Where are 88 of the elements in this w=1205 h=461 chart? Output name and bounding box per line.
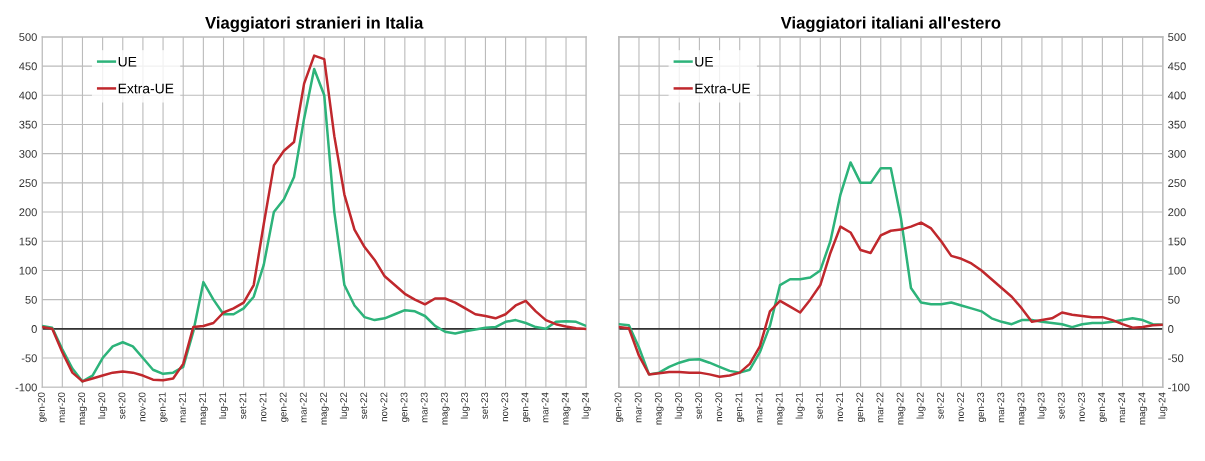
x-tick-label: nov-23 xyxy=(501,392,509,422)
x-tick-label: set-23 xyxy=(481,392,489,419)
y-tick-label: 200 xyxy=(19,208,37,217)
chart-title: Viaggiatori stranieri in Italia xyxy=(205,16,424,33)
y-tick-label: -50 xyxy=(21,354,37,363)
y-tick-label: 400 xyxy=(19,91,37,100)
x-tick-label: mar-22 xyxy=(299,392,307,423)
x-tick-label: set-23 xyxy=(1057,392,1065,419)
x-tick-label: gen-20 xyxy=(614,392,624,422)
x-tick-label: lug-24 xyxy=(1158,392,1168,419)
x-tick-label: set-21 xyxy=(816,392,823,419)
x-tick-label: set-21 xyxy=(239,392,247,419)
y-tick-label: 0 xyxy=(31,325,37,333)
y2-tick-label: 450 xyxy=(1167,62,1186,71)
x-tick-label: gen-21 xyxy=(158,392,168,422)
legend-label: Extra-UE xyxy=(118,83,174,94)
legend-label: Extra-UE xyxy=(695,83,751,94)
x-tick-label: nov-20 xyxy=(715,392,723,422)
y2-tick-label: -100 xyxy=(1168,383,1190,392)
x-tick-label: nov-21 xyxy=(836,392,844,422)
x-tick-label: mag-20 xyxy=(654,392,664,425)
x-tick-label: mag-20 xyxy=(78,392,87,425)
x-tick-label: mar-21 xyxy=(178,392,186,423)
y-tick-label: 100 xyxy=(19,266,37,275)
x-tick-label: mag-22 xyxy=(319,392,329,425)
x-tick-label: lug-20 xyxy=(98,392,108,419)
legend-label: UE xyxy=(118,56,137,67)
x-tick-label: mar-22 xyxy=(876,392,884,423)
x-tick-label: mag-23 xyxy=(1017,392,1027,425)
x-tick-label: lug-22 xyxy=(339,392,349,419)
y-tick-label: 500 xyxy=(19,33,37,42)
chart-title: Viaggiatori italiani all'estero xyxy=(780,16,1001,33)
y2-tick-label: 250 xyxy=(1168,179,1186,187)
x-tick-label: lug-22 xyxy=(916,392,926,419)
x-tick-label: mar-23 xyxy=(420,392,428,423)
x-tick-label: set-22 xyxy=(360,392,368,419)
x-tick-label: set-22 xyxy=(936,392,944,419)
x-tick-label: gen-23 xyxy=(400,392,410,422)
legend-label: UE xyxy=(695,56,713,67)
y2-tick-label: 0 xyxy=(1168,325,1174,333)
y-tick-label: 350 xyxy=(19,120,37,129)
y2-tick-label: 50 xyxy=(1168,295,1180,304)
x-tick-label: gen-22 xyxy=(279,392,289,422)
x-tick-label: mag-24 xyxy=(561,392,571,425)
x-tick-label: mar-24 xyxy=(1118,392,1126,423)
y-tick-label: 300 xyxy=(19,149,37,158)
y2-tick-label: 300 xyxy=(1168,149,1186,158)
x-tick-label: mar-20 xyxy=(634,392,642,423)
x-tick-label: mag-21 xyxy=(199,392,208,425)
x-tick-label: gen-24 xyxy=(1098,392,1107,422)
x-tick-label: nov-22 xyxy=(957,392,964,422)
x-tick-label: mar-24 xyxy=(541,392,549,423)
x-tick-label: lug-21 xyxy=(218,392,229,419)
x-tick-label: nov-21 xyxy=(259,392,267,422)
x-tick-label: gen-23 xyxy=(977,392,987,422)
x-tick-label: lug-20 xyxy=(674,392,684,419)
x-tick-label: nov-22 xyxy=(380,392,388,422)
y2-tick-label: 100 xyxy=(1168,266,1186,275)
x-tick-label: mag-24 xyxy=(1138,392,1148,425)
x-tick-label: mar-21 xyxy=(755,392,763,423)
x-tick-label: lug-23 xyxy=(460,392,470,419)
x-tick-label: gen-21 xyxy=(735,392,745,422)
x-tick-label: gen-22 xyxy=(856,392,866,422)
y-tick-label: 450 xyxy=(19,62,37,71)
x-tick-label: set-20 xyxy=(118,392,126,419)
y2-tick-label: 200 xyxy=(1168,208,1186,217)
x-tick-label: mar-20 xyxy=(58,392,65,423)
x-tick-label: nov-23 xyxy=(1077,392,1085,422)
x-tick-label: gen-24 xyxy=(521,392,531,422)
y2-tick-label: -50 xyxy=(1168,354,1184,363)
y-tick-label: 150 xyxy=(19,237,37,246)
y2-tick-label: 500 xyxy=(1168,33,1186,42)
x-tick-label: mag-23 xyxy=(440,392,450,425)
x-tick-label: mar-23 xyxy=(997,392,1005,423)
x-tick-label: mag-22 xyxy=(896,392,906,425)
x-tick-label: nov-20 xyxy=(138,392,146,422)
x-tick-label: lug-24 xyxy=(581,392,591,419)
y2-tick-label: 150 xyxy=(1168,237,1186,246)
x-tick-label: set-20 xyxy=(695,392,703,419)
x-tick-label: gen-20 xyxy=(37,392,47,422)
x-tick-label: mag-21 xyxy=(775,392,785,425)
y-tick-label: 50 xyxy=(25,295,37,304)
x-tick-label: lug-23 xyxy=(1037,392,1047,419)
y2-tick-label: 400 xyxy=(1167,91,1186,100)
y2-tick-label: 350 xyxy=(1168,120,1186,129)
y-tick-label: 250 xyxy=(19,179,37,187)
y-tick-label: -100 xyxy=(15,383,37,392)
x-tick-label: lug-21 xyxy=(795,392,805,419)
